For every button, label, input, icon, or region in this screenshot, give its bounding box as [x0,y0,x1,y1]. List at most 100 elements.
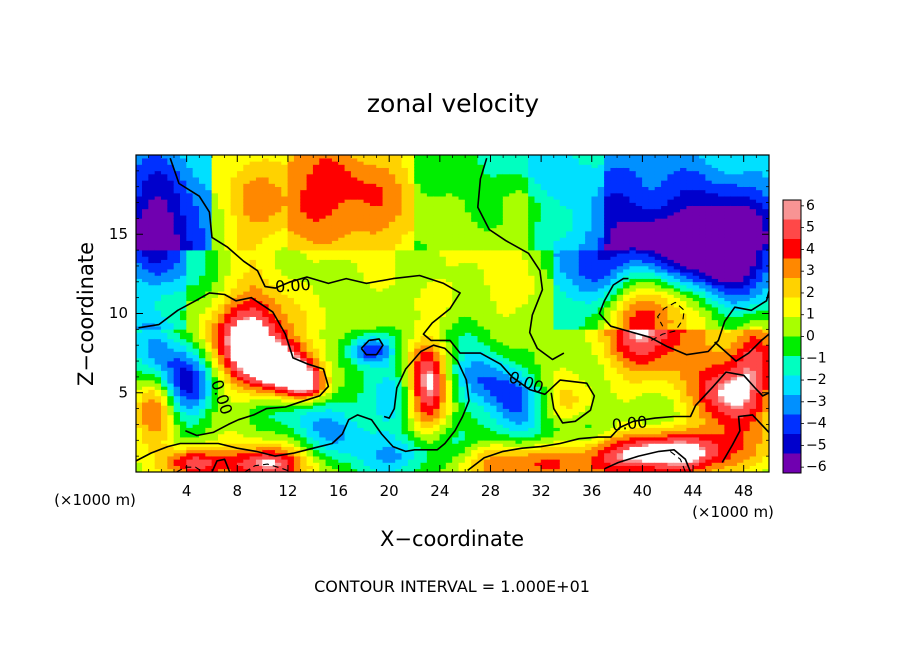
field-cell [154,325,162,330]
field-cell [173,316,181,321]
field-cell [331,157,339,162]
field-cell [199,192,206,197]
field-cell [262,379,270,384]
field-cell [161,218,168,222]
field-cell [180,199,187,203]
field-cell [224,287,232,292]
field-cell [325,341,333,346]
field-cell [344,348,352,352]
field-cell [338,224,346,229]
field-cell [312,256,320,260]
field-cell [274,332,282,336]
field-cell [224,155,232,159]
field-cell [300,221,308,226]
field-cell [262,310,270,314]
field-cell [300,202,308,207]
field-cell [249,176,257,181]
field-cell [230,427,238,432]
field-cell [243,221,251,226]
field-cell [268,227,276,232]
field-cell [173,462,181,466]
field-cell [224,316,232,321]
field-cell [205,275,213,279]
field-cell [274,325,282,330]
field-cell [148,268,156,273]
field-cell [211,157,219,162]
field-cell [180,338,187,343]
field-cell [217,256,225,260]
field-cell [312,227,320,232]
field-cell [306,405,314,409]
field-cell [136,218,143,222]
field-cell [217,341,225,346]
field-cell [192,338,200,343]
field-cell [325,294,333,298]
field-cell [262,389,270,394]
field-cell [205,170,213,175]
field-cell [255,183,263,187]
field-cell [274,230,282,235]
field-cell [230,310,238,314]
field-cell [243,382,251,387]
field-cell [249,275,257,279]
field-cell [255,195,263,200]
field-cell [249,401,257,406]
field-cell [211,341,219,346]
field-cell [331,335,339,340]
field-cell [281,306,289,311]
field-cell [148,465,156,470]
field-cell [262,420,270,425]
field-cell [338,240,346,245]
field-cell [205,271,213,276]
field-cell [268,351,276,356]
field-cell [224,408,232,413]
field-cell [325,173,333,178]
field-cell [243,237,251,241]
field-cell [331,221,339,226]
field-cell [319,233,327,238]
field-cell [287,459,295,463]
field-cell [274,310,282,314]
field-cell [300,420,308,425]
field-cell [224,468,232,472]
field-cell [344,405,352,409]
field-cell [236,189,244,194]
field-cell [142,325,149,330]
field-cell [338,335,346,340]
field-cell [255,370,263,375]
field-cell [148,430,156,435]
field-cell [268,430,276,435]
field-cell [224,167,232,172]
field-cell [173,357,181,362]
field-cell [306,230,314,235]
field-cell [142,408,149,413]
field-cell [306,303,314,308]
field-cell [199,176,206,181]
field-cell [287,414,295,419]
field-cell [167,199,175,203]
field-cell [217,357,225,362]
field-cell [154,389,162,394]
field-cell [312,183,320,187]
field-cell [281,417,289,422]
field-cell [224,459,232,463]
field-cell [344,341,352,346]
field-cell [136,382,143,387]
field-cell [167,344,175,349]
field-cell [161,186,168,191]
field-cell [211,300,219,305]
field-cell [344,446,352,451]
field-cell [161,195,168,200]
field-cell [262,230,270,235]
field-cell [148,392,156,397]
field-cell [338,233,346,238]
field-cell [236,278,244,283]
field-cell [306,401,314,406]
field-cell [224,183,232,187]
field-cell [161,246,168,251]
field-cell [287,297,295,302]
field-cell [331,322,339,327]
field-cell [192,164,200,168]
field-cell [136,452,143,457]
field-cell [268,389,276,394]
